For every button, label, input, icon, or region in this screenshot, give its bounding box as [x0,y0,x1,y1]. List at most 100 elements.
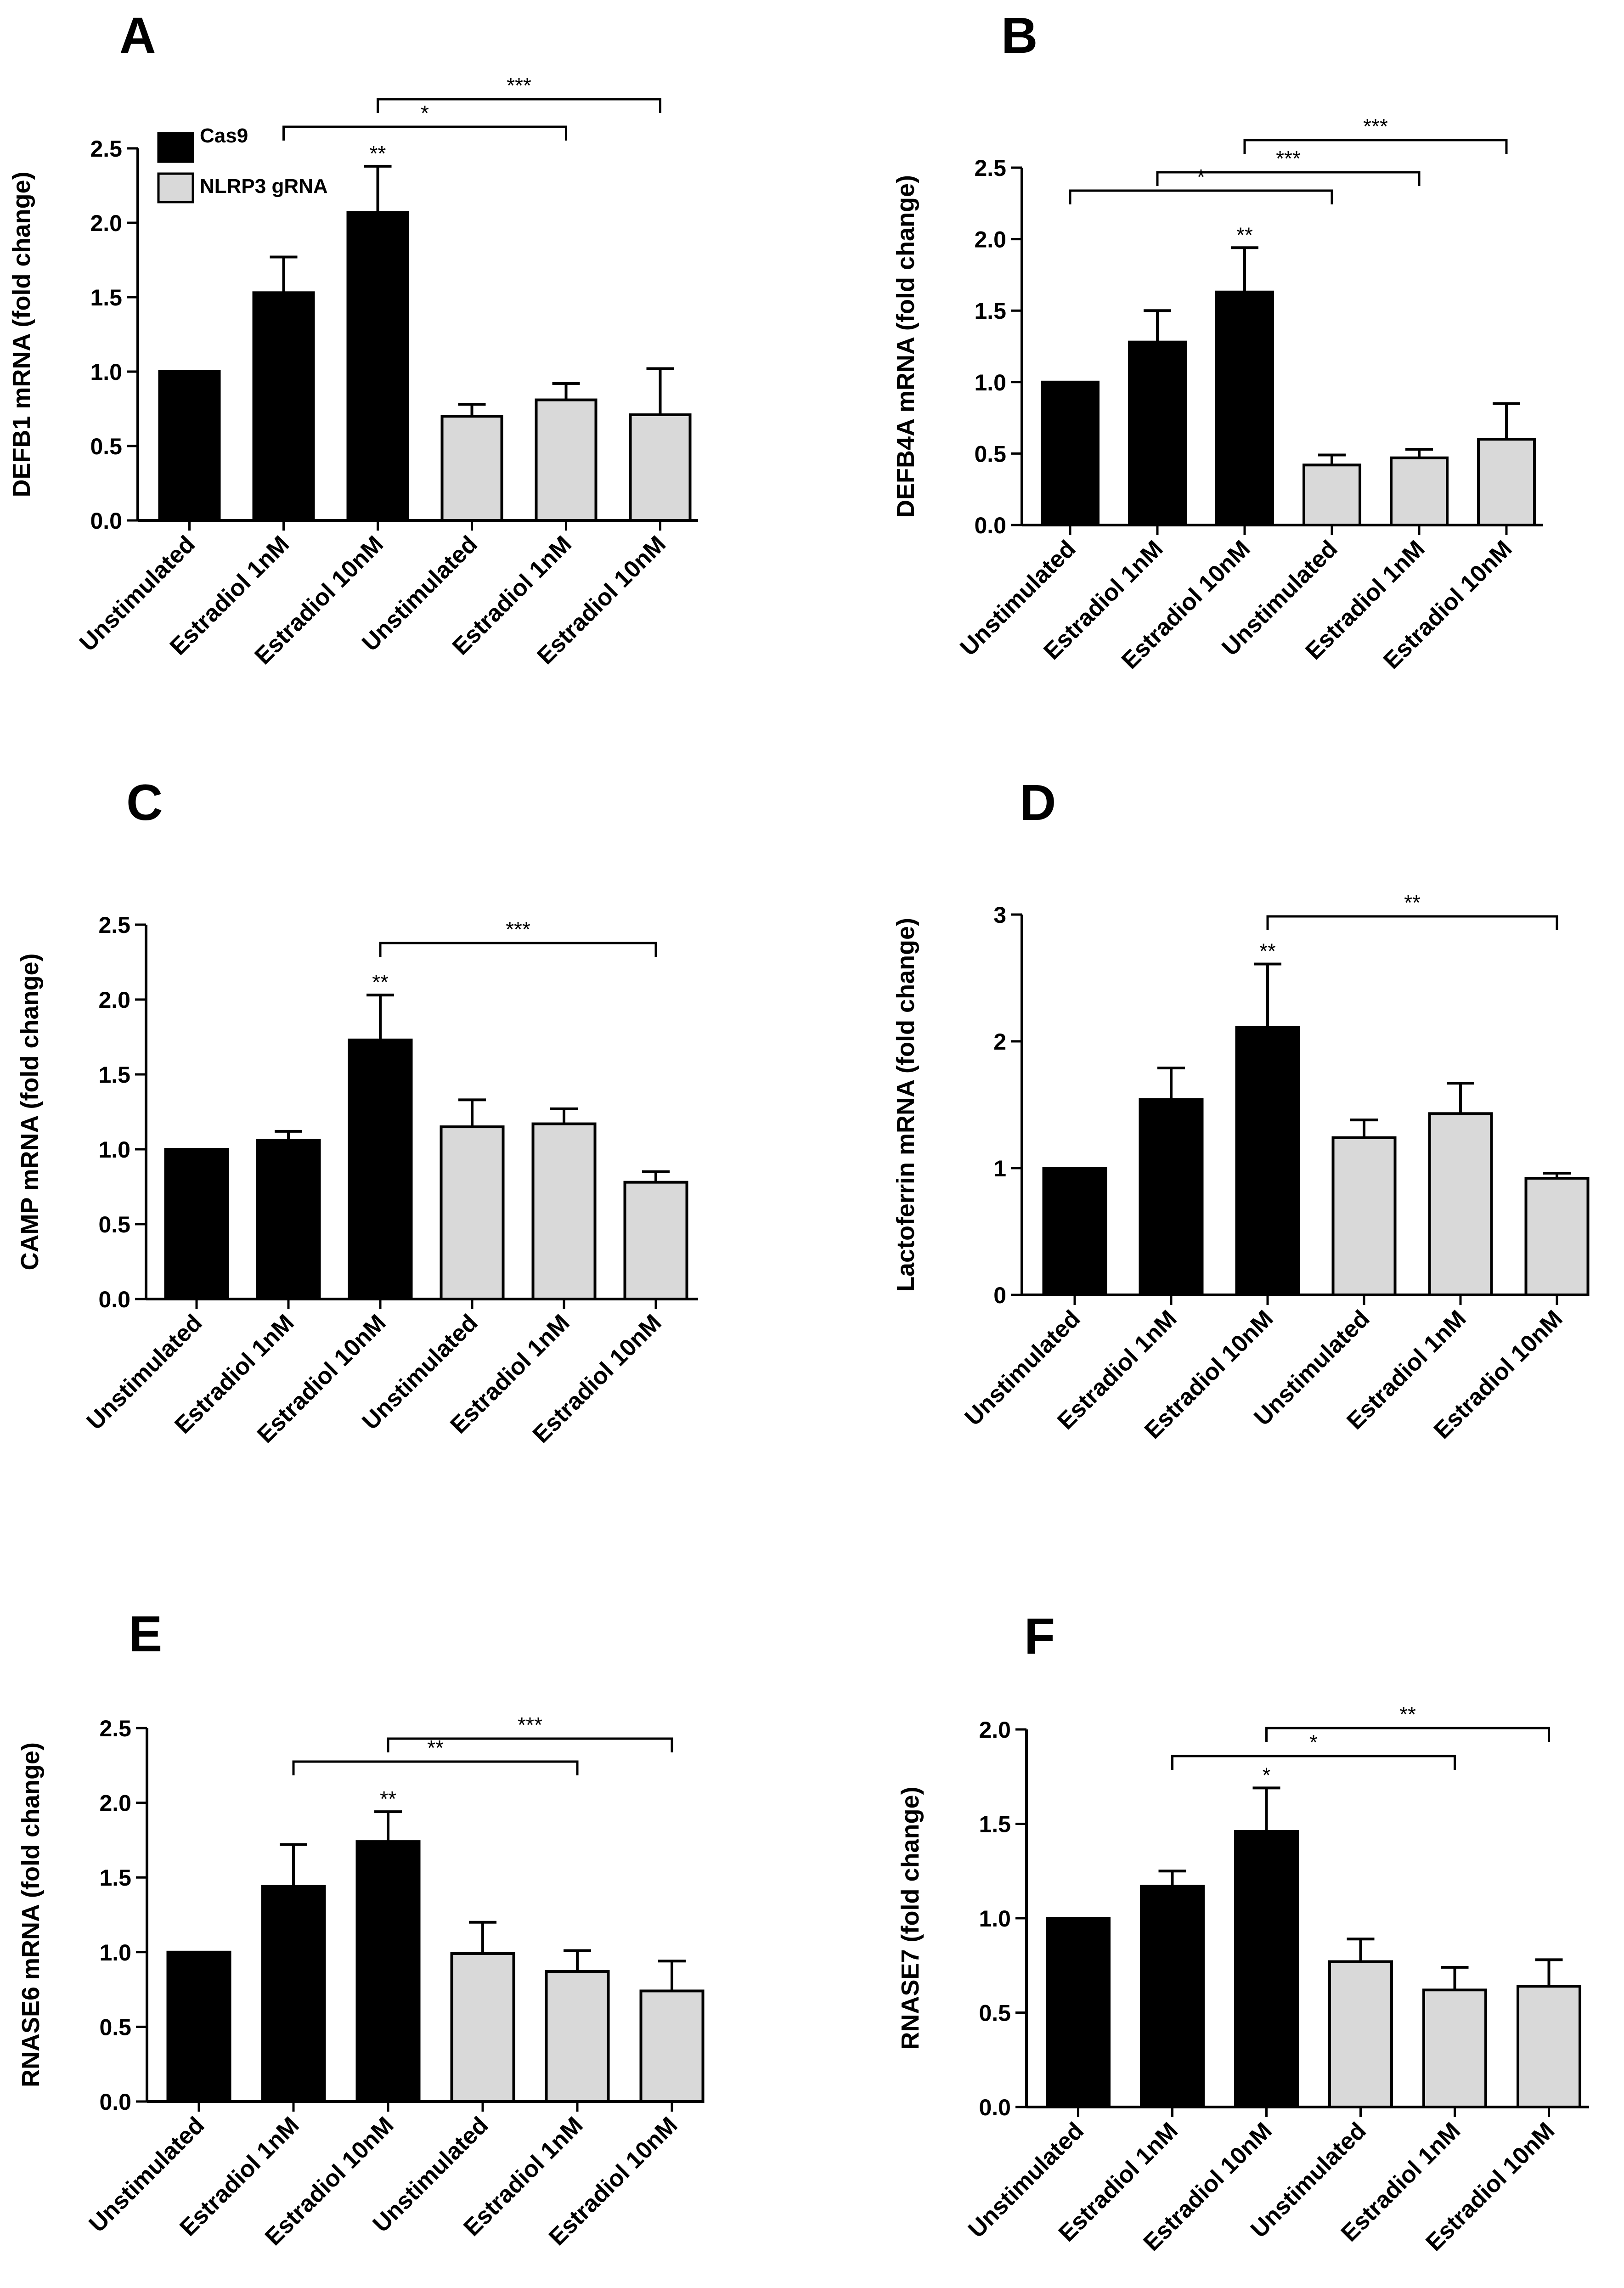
bar [166,1950,231,2103]
bar [1517,1984,1581,2108]
legend-swatch-cas9 [157,132,194,163]
bar [1390,456,1449,527]
y-axis-label: RNASE7 (fold change) [897,1786,924,2050]
bar [1331,1136,1397,1296]
y-tick-label: 2.0 [979,1717,1011,1743]
panel-letter: B [1001,7,1038,64]
bracket-label: *** [518,1713,542,1737]
bracket-label: * [1309,1730,1318,1754]
y-tick-label: 1.5 [974,298,1006,324]
panel-letter: D [1020,774,1056,831]
y-tick-label: 2.5 [99,1716,131,1741]
bracket-label: *** [506,917,530,941]
chart-legend: Cas9 NLRP3 gRNA [157,124,328,203]
bar [164,1148,229,1300]
panel-letter: C [126,774,163,831]
significance-bracket [387,1737,673,1752]
significance-bracket [1265,1727,1550,1742]
bracket-label: * [421,101,429,125]
y-tick-label: 1.0 [979,1906,1011,1932]
y-tick-label: 2.5 [90,136,122,162]
y-axis-label: DEFB4A mRNA (fold change) [892,175,919,518]
legend-swatch-nlrp3 [157,172,194,203]
bracket-label: * [1197,165,1205,189]
bar [1422,1989,1487,2109]
bar [629,413,692,522]
significance-bracket [379,942,657,957]
y-axis-label: Lactoferrin mRNA (fold change) [892,918,919,1292]
bar [348,1039,413,1300]
y-tick-label: 1.0 [974,370,1006,395]
bar [450,1952,515,2103]
y-tick-label: 2 [993,1029,1006,1055]
bar [252,291,315,522]
y-tick-label: 0.5 [979,2000,1011,2026]
bracket-label: ** [1404,891,1421,915]
y-tick-label: 1 [993,1156,1006,1181]
y-tick-label: 0.0 [99,2089,131,2115]
bracket-label: *** [507,73,531,97]
bar [531,1122,597,1301]
y-tick-label: 2.5 [98,912,130,938]
bar [1524,1177,1590,1297]
significance-bracket [1171,1755,1456,1770]
y-tick-label: 1.5 [98,1062,130,1088]
y-tick-label: 2.0 [98,987,130,1013]
bar [158,370,221,522]
y-tick-label: 2.5 [974,155,1006,181]
bar [1234,1830,1299,2108]
chart-panel-c: C 0.0 0.5 1.0 1.5 2.0 2.5 CAMP mRNA (fold chang… [16,774,698,1448]
y-tick-label: 0.5 [974,441,1006,467]
y-axis-label: CAMP mRNA (fold change) [16,953,44,1270]
bar [1140,1885,1205,2108]
bar [1428,1112,1493,1297]
panel-letter: F [1024,1608,1055,1665]
bracket-label: ** [1399,1702,1416,1726]
bracket-label: *** [1276,147,1301,170]
bar [545,1970,610,2103]
significance-bracket [292,1760,579,1775]
bar [1139,1098,1204,1296]
bar [639,1989,705,2103]
y-tick-label: 1.5 [90,285,122,311]
bar [261,1885,326,2103]
significance-star: ** [380,1787,396,1811]
y-tick-label: 1.5 [99,1865,131,1891]
y-tick-label: 0.0 [98,1287,130,1312]
bar [1235,1026,1300,1296]
legend-label-nlrp3: NLRP3 gRNA [200,175,328,198]
significance-star: ** [372,970,389,994]
y-tick-label: 2.0 [974,227,1006,253]
chart-panel-b: B 0.0 0.5 1.0 1.5 2.0 2.5 DEFB4A mRNA (fold cha… [892,7,1543,674]
significance-star: ** [1259,939,1276,963]
y-tick-label: 1.0 [90,359,122,385]
y-tick-label: 2.0 [99,1791,131,1816]
panel-letter: A [119,7,156,64]
bar [623,1181,688,1300]
y-tick-label: 0.5 [98,1212,130,1237]
y-axis-label: DEFB1 mRNA (fold change) [8,171,35,497]
y-axis-label: RNASE6 mRNA (fold change) [17,1742,45,2087]
significance-bracket [1266,915,1558,930]
y-tick-label: 0.0 [974,513,1006,538]
bar [1328,1960,1393,2108]
bar [1041,380,1100,526]
chart-panel-a: A 0.0 0.5 1.0 1.5 2.0 2.5 DEFB1 mRNA (fold chan… [8,7,698,670]
bar [256,1139,321,1300]
bar [1046,1917,1111,2108]
significance-bracket [1243,139,1508,154]
bar [1128,340,1187,526]
y-tick-label: 0 [993,1282,1006,1308]
chart-panel-e: E 0.0 0.5 1.0 1.5 2.0 2.5 RNASE6 mRNA (fold cha… [17,1606,705,2251]
y-tick-label: 0.0 [979,2095,1011,2120]
bar [346,211,409,522]
bracket-label: ** [427,1736,444,1760]
bar [1215,290,1274,527]
significance-bracket [377,98,661,113]
bar [440,415,503,522]
y-tick-label: 1.0 [98,1137,130,1163]
significance-bracket [1069,189,1333,204]
